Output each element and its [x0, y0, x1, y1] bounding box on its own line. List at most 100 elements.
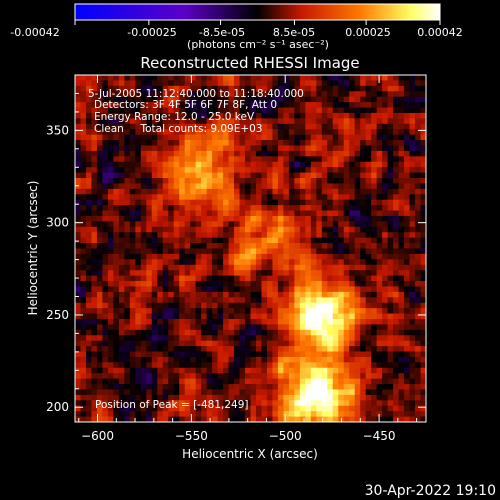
heatmap-cell [299, 340, 306, 347]
heatmap-cell [85, 156, 92, 163]
heatmap-cell [223, 118, 229, 125]
heatmap-cell [332, 107, 339, 114]
heatmap-cell [371, 329, 378, 336]
heatmap-cell [255, 270, 262, 277]
heatmap-cell [349, 96, 356, 103]
heatmap-cell [184, 411, 191, 417]
heatmap-cell [338, 335, 345, 342]
heatmap-cell [354, 416, 361, 422]
heatmap-cell [190, 123, 197, 130]
heatmap-cell [261, 199, 268, 206]
heatmap-cell [420, 226, 426, 233]
heatmap-cell [217, 102, 224, 108]
heatmap-cell [393, 367, 399, 374]
heatmap-cell [157, 178, 164, 184]
heatmap-cell [173, 102, 180, 108]
heatmap-cell [234, 248, 240, 255]
heatmap-cell [162, 237, 169, 244]
heatmap-cell [420, 167, 426, 173]
heatmap-cell [365, 356, 372, 363]
heatmap-cell [113, 188, 120, 195]
heatmap-cell [135, 91, 142, 98]
heatmap-cell [398, 416, 405, 422]
heatmap-cell [354, 356, 361, 363]
heatmap-cell [305, 221, 312, 228]
heatmap-cell [321, 215, 328, 222]
heatmap-cell [239, 286, 246, 293]
heatmap-cell [168, 183, 175, 190]
heatmap-cell [168, 291, 175, 298]
heatmap-cell [184, 85, 191, 92]
heatmap-cell [190, 248, 197, 255]
heatmap-cell [102, 161, 109, 168]
heatmap-cell [272, 232, 279, 239]
heatmap-cell [371, 161, 378, 168]
heatmap-cell [179, 275, 186, 282]
heatmap-cell [234, 129, 240, 136]
heatmap-cell [113, 275, 120, 282]
heatmap-cell [124, 134, 131, 141]
heatmap-cell [277, 302, 284, 309]
heatmap-cell [294, 118, 301, 125]
heatmap-cell [195, 85, 202, 92]
heatmap-cell [316, 324, 323, 331]
heatmap-cell [387, 340, 394, 347]
heatmap-cell [168, 112, 175, 119]
heatmap-cell [179, 112, 186, 119]
heatmap-cell [245, 394, 251, 401]
heatmap-cell [85, 411, 92, 417]
heatmap-cell [409, 324, 416, 331]
heatmap-cell [245, 85, 251, 92]
heatmap-cell [277, 107, 284, 114]
heatmap-cell [382, 210, 389, 217]
heatmap-cell [310, 232, 317, 239]
heatmap-cell [277, 275, 284, 282]
heatmap-cell [234, 264, 240, 271]
heatmap-cell [190, 134, 197, 141]
heatmap-cell [102, 188, 109, 195]
heatmap-cell [360, 286, 367, 293]
heatmap-cell [343, 308, 350, 314]
heatmap-cell [393, 123, 399, 130]
heatmap-cell [140, 107, 147, 114]
heatmap-cell [398, 161, 405, 168]
heatmap-cell [201, 308, 208, 314]
heatmap-cell [288, 253, 295, 260]
heatmap-cell [338, 259, 345, 266]
heatmap-cell [255, 140, 262, 146]
heatmap-cell [135, 400, 142, 407]
heatmap-cell [266, 129, 273, 136]
heatmap-cell [217, 221, 224, 228]
heatmap-cell [354, 123, 361, 130]
heatmap-cell [316, 156, 323, 163]
heatmap-cell [360, 384, 367, 390]
heatmap-cell [327, 140, 334, 146]
heatmap-cell [376, 96, 383, 103]
heatmap-cell [85, 129, 92, 136]
heatmap-cell [129, 150, 136, 157]
heatmap-cell [299, 270, 306, 277]
heatmap-cell [223, 281, 229, 287]
heatmap-cell [376, 102, 383, 108]
heatmap-cell [212, 356, 218, 363]
heatmap-cell [349, 351, 356, 358]
heatmap-cell [360, 318, 367, 325]
heatmap-cell [332, 237, 339, 244]
heatmap-cell [310, 75, 317, 81]
heatmap-cell [277, 411, 284, 417]
heatmap-cell [321, 96, 328, 103]
heatmap-cell [327, 199, 334, 206]
heatmap-cell [157, 199, 164, 206]
heatmap-cell [310, 107, 317, 114]
heatmap-cell [354, 167, 361, 173]
heatmap-cell [398, 134, 405, 141]
heatmap-cell [201, 215, 208, 222]
heatmap-cell [360, 351, 367, 358]
heatmap-cell [201, 411, 208, 417]
heatmap-cell [239, 172, 246, 179]
heatmap-cell [283, 123, 290, 130]
heatmap-cell [310, 156, 317, 163]
heatmap-cell [245, 237, 251, 244]
heatmap-cell [387, 118, 394, 125]
heatmap-cell [118, 373, 125, 380]
